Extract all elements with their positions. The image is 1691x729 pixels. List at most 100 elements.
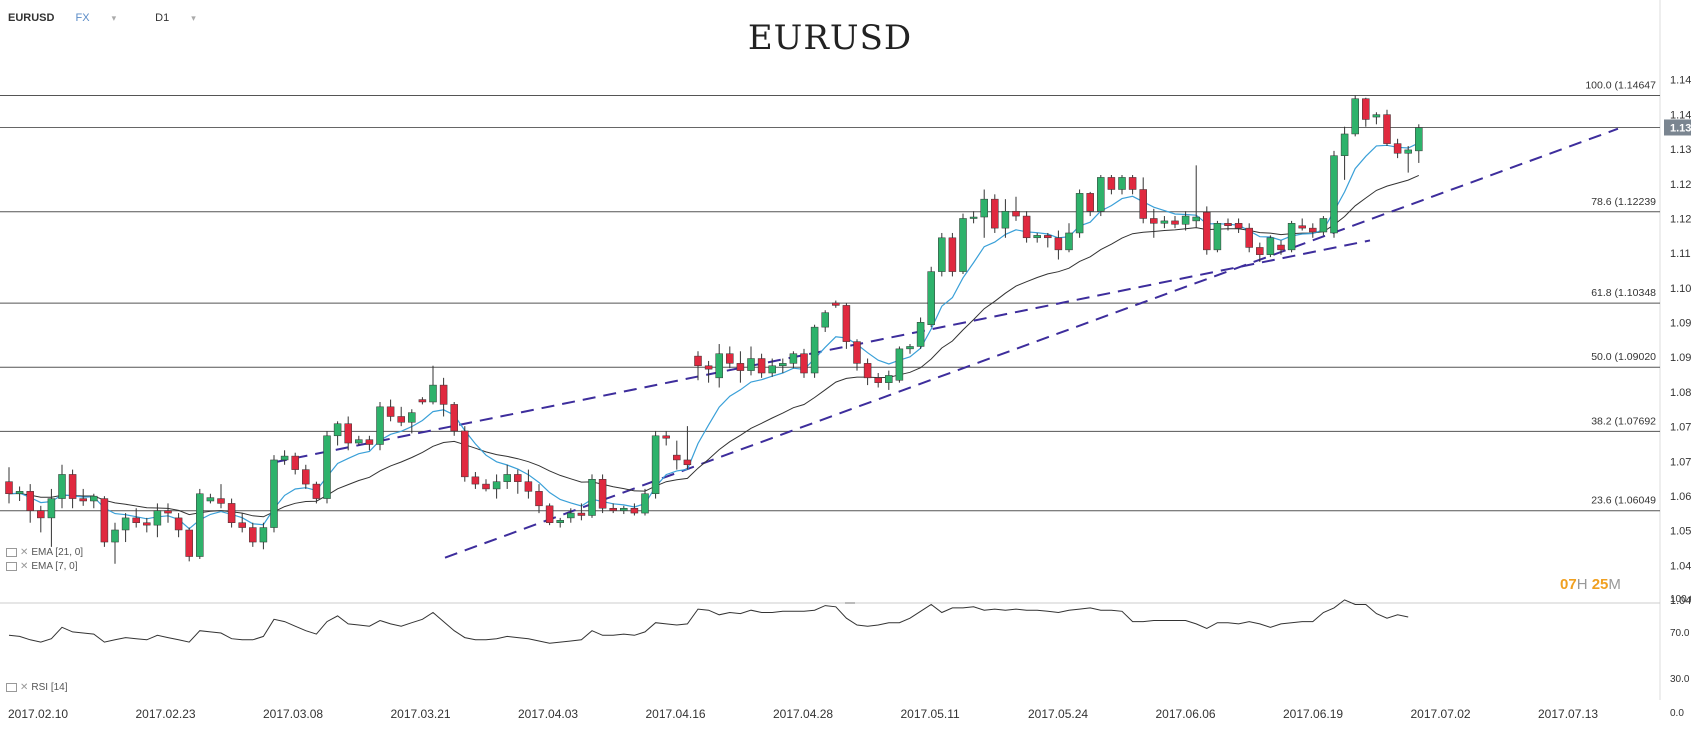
candle-bearish: [1277, 244, 1285, 251]
candle-bullish: [1415, 127, 1423, 152]
close-icon[interactable]: ✕: [20, 682, 29, 693]
candle-bullish: [1213, 223, 1222, 251]
timeframe-selector[interactable]: D1 ▾: [155, 12, 214, 24]
candle-bearish: [143, 522, 151, 526]
candle-bearish: [1139, 189, 1147, 219]
rsi-tick-label: 70.0: [1670, 628, 1690, 639]
candle-bullish: [1001, 210, 1010, 229]
rsi-tick-label: 0.0: [1670, 708, 1684, 719]
candle-bearish: [344, 423, 352, 444]
candle-bearish: [991, 198, 999, 229]
candle-bearish: [291, 455, 299, 470]
x-tick-label: 2017.06.06: [1156, 707, 1216, 721]
candle-bearish: [1107, 177, 1116, 190]
timer-minutes-unit: M: [1608, 576, 1621, 593]
candle-bullish: [90, 495, 98, 502]
close-icon[interactable]: ✕: [20, 561, 29, 572]
candle-bearish: [312, 483, 321, 499]
candle-bearish: [100, 498, 109, 543]
candle-bearish: [439, 384, 448, 405]
candle-bullish: [355, 439, 363, 444]
candle-bearish: [1245, 227, 1253, 248]
candle-bearish: [5, 481, 13, 495]
candles-group: [5, 95, 1423, 564]
y-tick-label: 1.14256: [1670, 109, 1691, 121]
timer-hours-unit: H: [1576, 576, 1588, 593]
candle-bullish: [556, 520, 564, 523]
candle-countdown: 07H 25M: [1560, 576, 1621, 593]
candle-bullish: [429, 384, 437, 403]
settings-icon[interactable]: [6, 682, 17, 692]
candle-bearish: [79, 498, 87, 502]
candle-bearish: [736, 363, 745, 371]
candle-bearish: [948, 237, 957, 272]
candle-bearish: [832, 302, 840, 306]
candle-bullish: [821, 312, 829, 328]
candle-bullish: [810, 326, 819, 374]
rsi-line: [8, 599, 1409, 644]
candle-bearish: [726, 353, 734, 364]
candle-bearish: [1022, 215, 1031, 239]
y-tick-label: 1.06355: [1670, 491, 1691, 503]
candle-bullish: [121, 517, 130, 531]
candle-bearish: [1012, 210, 1020, 217]
indicator-rsi-label: RSI [14]: [31, 682, 68, 693]
candle-bullish: [47, 498, 56, 519]
candle-bullish: [1075, 193, 1084, 234]
candle-bullish: [1097, 177, 1105, 212]
candle-bullish: [1404, 149, 1412, 154]
candle-bullish: [779, 363, 787, 367]
candle-bearish: [249, 527, 257, 543]
settings-icon[interactable]: [6, 547, 17, 557]
chart-title: EURUSD: [747, 18, 913, 58]
candle-bullish: [58, 474, 66, 499]
symbol-label[interactable]: EURUSD: [8, 12, 55, 24]
candle-bearish: [238, 522, 246, 528]
fib-level-label: 100.0 (1.14647: [1585, 79, 1656, 91]
y-tick-label: 1.04200: [1670, 595, 1691, 607]
candle-bullish: [1192, 216, 1200, 222]
candle-bearish: [683, 459, 692, 466]
indicator-rsi[interactable]: ✕ RSI [14]: [6, 682, 68, 693]
candle-bullish: [916, 322, 925, 347]
candle-bullish: [1287, 223, 1296, 251]
settings-icon[interactable]: [6, 561, 17, 571]
candle-bearish: [1383, 114, 1391, 144]
x-tick-label: 2017.04.16: [646, 707, 706, 721]
candle-bullish: [1181, 215, 1190, 225]
y-tick-label: 1.09228: [1670, 352, 1691, 364]
candle-bullish: [641, 493, 649, 514]
candle-bearish: [535, 491, 543, 507]
candle-bearish: [1362, 98, 1370, 120]
candle-bearish: [365, 439, 374, 445]
candle-bullish: [906, 346, 914, 350]
candle-bullish: [588, 479, 596, 516]
y-tick-label: 1.11383: [1670, 248, 1691, 260]
candle-bearish: [662, 435, 670, 439]
candle-bearish: [1393, 143, 1402, 154]
ema-7-line: [8, 142, 1420, 530]
candle-bullish: [1330, 155, 1338, 234]
candle-bearish: [609, 507, 617, 511]
candle-bullish: [1266, 237, 1275, 255]
indicator-ema21[interactable]: ✕ EMA [21, 0]: [6, 547, 83, 558]
indicator-ema7[interactable]: ✕ EMA [7, 0]: [6, 561, 78, 572]
candle-bearish: [471, 476, 480, 485]
close-icon[interactable]: ✕: [20, 547, 29, 558]
fib-level-label: 23.6 (1.06049: [1591, 495, 1656, 507]
candle-bearish: [630, 507, 639, 514]
candle-bullish: [969, 216, 978, 219]
candle-bearish: [1150, 218, 1158, 224]
candle-bullish: [1372, 114, 1381, 118]
candle-bullish: [959, 218, 967, 272]
x-tick-label: 2017.02.23: [136, 707, 196, 721]
candle-bearish: [450, 404, 458, 432]
candle-bullish: [938, 237, 946, 272]
candle-bearish: [853, 341, 861, 364]
candle-bearish: [1224, 223, 1232, 226]
y-tick-label: 1.12819: [1670, 179, 1691, 191]
x-tick-label: 2017.03.21: [391, 707, 451, 721]
market-selector[interactable]: FX ▾: [76, 12, 135, 24]
candle-bullish: [206, 497, 215, 502]
